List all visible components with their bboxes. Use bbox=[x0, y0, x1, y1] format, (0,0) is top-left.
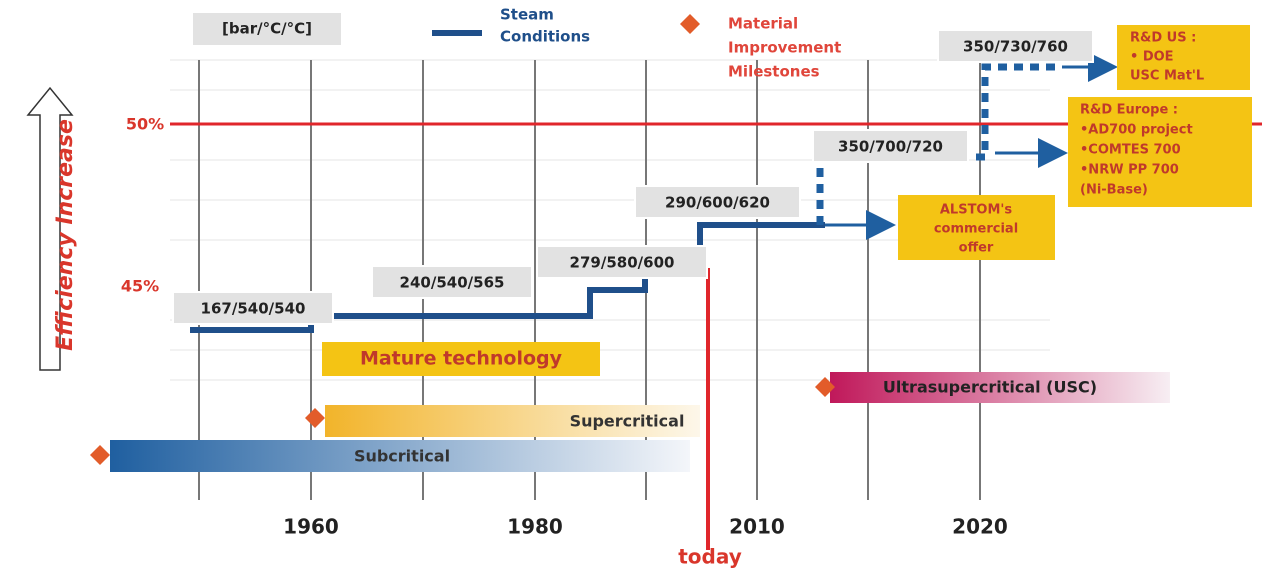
subcritical-label: Subcritical bbox=[354, 447, 450, 466]
legend-steam: Steam Conditions bbox=[500, 6, 590, 46]
subcritical-bar bbox=[110, 440, 690, 472]
note-text: offer bbox=[959, 241, 994, 256]
note-text: R&D Europe : bbox=[1080, 103, 1178, 118]
legend-diamond bbox=[680, 14, 700, 34]
efficiency-arrow bbox=[26, 86, 74, 371]
condition-label: 279/580/600 bbox=[570, 254, 675, 272]
year: 1960 bbox=[283, 515, 339, 539]
supercritical-label: Supercritical bbox=[570, 412, 685, 431]
supercritical-bar bbox=[325, 405, 700, 437]
rd-us-box bbox=[1117, 25, 1250, 90]
unit-box bbox=[191, 11, 343, 47]
year: 2010 bbox=[729, 515, 785, 539]
mature-box bbox=[322, 342, 600, 376]
level-45: 45% bbox=[121, 277, 159, 296]
legend-text: Material bbox=[728, 15, 798, 33]
condition-box bbox=[937, 29, 1094, 63]
legend-text: Milestones bbox=[728, 63, 820, 81]
level-50: 50% bbox=[126, 115, 164, 134]
notes: ALSTOM's commercial offer R&D US : • DOE USC … bbox=[934, 31, 1204, 256]
condition-label: 240/540/565 bbox=[400, 274, 505, 292]
condition-label: 290/600/620 bbox=[665, 194, 770, 212]
alstom-box bbox=[898, 195, 1055, 260]
future-line bbox=[816, 63, 1060, 225]
mature-label: Mature technology bbox=[360, 348, 563, 370]
note-text: •COMTES 700 bbox=[1080, 143, 1181, 158]
condition-box bbox=[172, 291, 334, 325]
efficiency-label: Efficiency Increase bbox=[53, 119, 78, 351]
condition-label: 167/540/540 bbox=[201, 300, 306, 318]
note-text: •AD700 project bbox=[1080, 123, 1193, 138]
year: 1980 bbox=[507, 515, 563, 539]
condition-box bbox=[634, 185, 801, 219]
note-text: USC Mat'L bbox=[1130, 69, 1204, 84]
unit-label: [bar/°C/°C] bbox=[222, 20, 312, 38]
note-text: commercial bbox=[934, 222, 1018, 237]
condition-label: 350/730/760 bbox=[963, 38, 1068, 56]
today-label: today bbox=[678, 545, 742, 569]
legend-text: Steam bbox=[500, 6, 554, 24]
usc-label: Ultrasupercritical (USC) bbox=[883, 378, 1097, 397]
condition-box bbox=[812, 129, 969, 163]
usc-bar bbox=[830, 372, 1170, 403]
note-text: (Ni-Base) bbox=[1080, 183, 1148, 198]
note-text: • DOE bbox=[1130, 50, 1174, 65]
condition-box bbox=[371, 265, 533, 299]
condition-box bbox=[536, 245, 708, 279]
legend-text: Improvement bbox=[728, 39, 841, 57]
year: 2020 bbox=[952, 515, 1008, 539]
conditions: 167/540/540 240/540/565 279/580/600 290/600… bbox=[172, 29, 1094, 325]
milestone bbox=[305, 408, 325, 428]
note-text: R&D US : bbox=[1130, 31, 1196, 46]
milestone bbox=[90, 445, 110, 465]
rd-europe-box bbox=[1068, 97, 1252, 207]
note-text: •NRW PP 700 bbox=[1080, 163, 1179, 178]
legend-text: Conditions bbox=[500, 28, 590, 46]
condition-label: 350/700/720 bbox=[838, 138, 943, 156]
milestone bbox=[815, 377, 835, 397]
legend-material: Material Improvement Milestones bbox=[728, 15, 841, 81]
note-text: ALSTOM's bbox=[940, 203, 1013, 218]
